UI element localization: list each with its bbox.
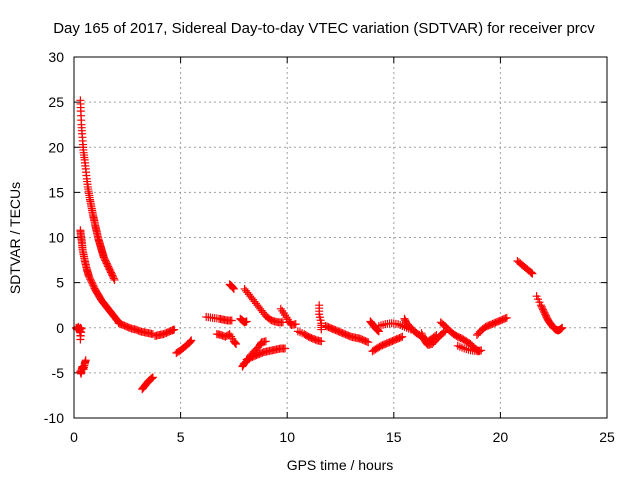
y-tick-label: 0: [56, 320, 64, 336]
x-tick-label: 10: [279, 429, 295, 445]
data-point-marker: [261, 337, 270, 346]
series-arc-aa: [472, 313, 511, 339]
data-point-marker: [147, 374, 156, 383]
data-point-marker: [418, 330, 427, 339]
series-arc-a: [72, 322, 86, 344]
x-tick-label: 15: [386, 429, 402, 445]
data-point-marker: [229, 284, 238, 293]
y-tick-label: 15: [48, 184, 64, 200]
data-point-marker: [291, 320, 300, 329]
data-point-marker: [232, 339, 241, 348]
data-point-marker: [396, 333, 405, 342]
data-point-marker: [398, 332, 407, 341]
data-point-marker: [477, 346, 486, 355]
data-point-marker: [242, 317, 251, 326]
series-arc-j: [212, 330, 241, 348]
series-arc-h: [172, 336, 196, 358]
data-point-marker: [556, 324, 565, 333]
data-point-marker: [231, 339, 240, 348]
data-point-marker: [186, 337, 195, 346]
series-arc-ab: [513, 256, 537, 278]
data-points: [72, 96, 567, 394]
data-point-marker: [373, 326, 382, 335]
data-point-marker: [317, 325, 326, 334]
data-point-marker: [558, 323, 567, 332]
data-point-marker: [278, 318, 287, 327]
series-arc-z: [453, 341, 486, 356]
series-arc-c: [76, 226, 123, 327]
y-tick-label: 20: [48, 139, 64, 155]
series-arc-k: [225, 280, 238, 293]
data-point-marker: [439, 328, 448, 337]
data-point-marker: [362, 337, 371, 346]
series-arc-s: [321, 321, 373, 347]
y-tick-label: 10: [48, 230, 64, 246]
x-axis-label: GPS time / hours: [287, 457, 394, 473]
data-point-marker: [187, 336, 196, 345]
data-point-marker: [185, 338, 194, 347]
data-point-marker: [148, 373, 157, 382]
data-point-marker: [148, 373, 157, 382]
series-arc-d: [76, 356, 90, 378]
data-point-marker: [317, 337, 326, 346]
x-tick-label: 20: [493, 429, 509, 445]
y-tick-label: 5: [56, 275, 64, 291]
data-point-marker: [417, 329, 426, 338]
series-arc-l: [236, 314, 251, 327]
data-point-marker: [527, 268, 536, 277]
data-point-marker: [458, 343, 467, 352]
y-tick-label: 30: [48, 49, 64, 65]
x-tick-label: 25: [599, 429, 615, 445]
series-arc-f: [138, 373, 157, 394]
y-tick-label: -5: [52, 365, 65, 381]
series-arc-r: [315, 301, 326, 334]
axis-ticks: 0 5 10 15 20 25 -10 -5 0 5 10 15 20 25 30: [44, 49, 615, 445]
data-point-marker: [229, 284, 238, 293]
series-arc-x: [417, 327, 449, 349]
data-point-marker: [230, 338, 239, 347]
data-point-marker: [170, 325, 179, 334]
y-tick-label: -10: [44, 410, 64, 426]
plot-frame: [73, 56, 608, 419]
series-arc-g: [151, 325, 179, 340]
series-arc-b: [76, 96, 119, 284]
series-arc-i: [202, 312, 236, 325]
series-arc-u: [368, 332, 407, 356]
chart-title: Day 165 of 2017, Sidereal Day-to-day VTE…: [53, 20, 595, 37]
series-arc-o: [242, 344, 290, 364]
data-point-marker: [227, 316, 236, 325]
data-point-marker: [528, 269, 537, 278]
series-arc-p: [276, 304, 300, 330]
series-arc-m: [240, 284, 287, 327]
data-point-marker: [374, 326, 383, 335]
x-tick-label: 0: [70, 429, 78, 445]
data-point-marker: [557, 324, 566, 333]
data-point-marker: [110, 275, 119, 284]
data-point-marker: [109, 274, 118, 283]
y-tick-label: 25: [48, 94, 64, 110]
x-tick-label: 5: [177, 429, 185, 445]
series-arc-q: [293, 327, 326, 346]
data-point-marker: [502, 313, 511, 322]
data-point-marker: [364, 338, 373, 347]
data-point-marker: [501, 314, 510, 323]
data-point-marker: [228, 283, 237, 292]
grid: [74, 57, 607, 418]
data-point-marker: [281, 344, 290, 353]
series-arc-e: [114, 319, 157, 339]
y-axis-label: SDTVAR / TECUs: [7, 182, 23, 294]
data-point-marker: [526, 268, 535, 277]
data-point-marker: [77, 324, 86, 333]
series-arc-ac: [532, 292, 567, 335]
data-point-marker: [81, 356, 90, 365]
